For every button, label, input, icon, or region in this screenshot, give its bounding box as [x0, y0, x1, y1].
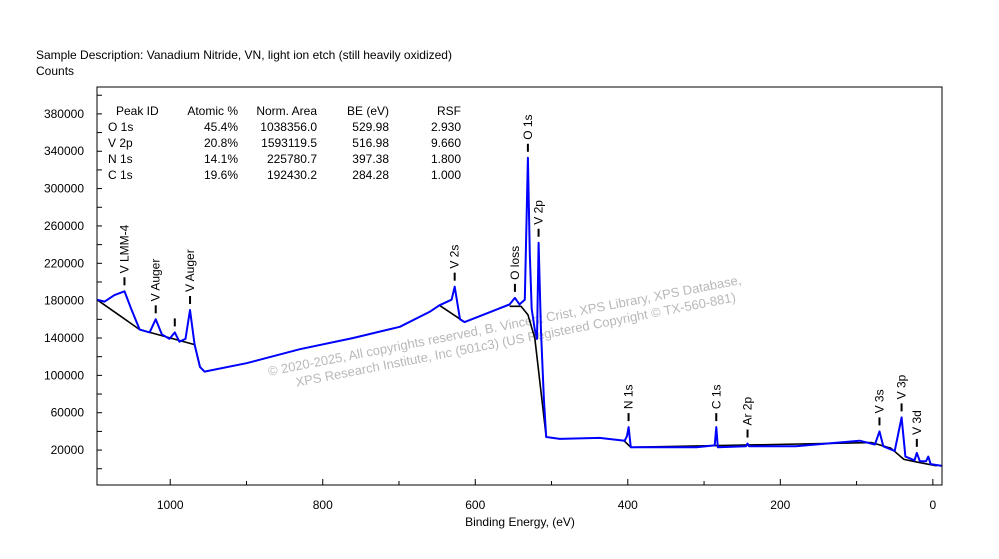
copyright-watermark: © 2020-2025, All copyrights reserved, B.…	[267, 272, 743, 390]
table-cell: 1593119.5	[261, 136, 317, 150]
y-tick-label: 340000	[44, 144, 84, 158]
peak-label: C 1s	[709, 384, 723, 409]
chart-title: Sample Description: Vanadium Nitride, VN…	[36, 48, 452, 62]
table-header: Norm. Area	[256, 104, 317, 118]
y-tick-label: 20000	[51, 443, 85, 457]
x-tick-label: 600	[465, 498, 485, 512]
peak-label: V 2p	[532, 200, 546, 225]
peak-label: V 3d	[910, 410, 924, 435]
plot-frame	[96, 86, 943, 486]
table-cell: 1.000	[431, 168, 461, 182]
y-axis-label: Counts	[36, 64, 74, 78]
table-cell: 529.98	[352, 120, 389, 134]
table-cell: 2.930	[431, 120, 461, 134]
table-header: Peak ID	[116, 104, 159, 118]
table-cell: 225780.7	[267, 152, 317, 166]
table-cell: 14.1%	[204, 152, 238, 166]
x-tick-label: 0	[930, 498, 937, 512]
table-cell: 1.800	[431, 152, 461, 166]
x-axis-label: Binding Energy, (eV)	[465, 515, 575, 529]
peak-label: V 3p	[895, 374, 909, 399]
peak-label: V LMM-4	[117, 224, 131, 273]
watermark-line-1: © 2020-2025, All copyrights reserved, B.…	[267, 272, 743, 379]
y-tick-label: 380000	[44, 107, 84, 121]
table-cell: 20.8%	[204, 136, 238, 150]
table-cell: 9.660	[431, 136, 461, 150]
peak-label: Ar 2p	[741, 397, 755, 426]
watermark-line-2: XPS Research Institute, Inc (501c3) (US …	[294, 290, 737, 390]
table-cell: 516.98	[352, 136, 389, 150]
table-cell: C 1s	[108, 168, 133, 182]
x-tick-label: 1000	[157, 498, 184, 512]
y-tick-label: 220000	[44, 256, 84, 270]
table-cell: 192430.2	[267, 168, 317, 182]
y-tick-label: 60000	[51, 406, 85, 420]
series-background-o	[509, 305, 547, 438]
table-cell: O 1s	[108, 120, 133, 134]
peak-label: V 3s	[872, 389, 886, 413]
peak-label: O 1s	[521, 114, 535, 139]
series-background	[96, 299, 201, 368]
x-tick-label: 400	[618, 498, 638, 512]
y-tick-label: 260000	[44, 219, 84, 233]
y-tick-label: 300000	[44, 182, 84, 196]
peak-label: O loss	[508, 246, 522, 280]
peak-label: V Auger	[149, 259, 163, 302]
peak-label: V Auger	[183, 249, 197, 292]
series-background-right	[623, 440, 937, 467]
peak-label: N 1s	[622, 384, 636, 409]
peak-label: V 2s	[448, 245, 462, 269]
table-cell: 45.4%	[204, 120, 238, 134]
x-tick-label: 800	[313, 498, 333, 512]
series-spectrum	[96, 156, 943, 467]
x-tick-label: 200	[770, 498, 790, 512]
y-tick-label: 140000	[44, 331, 84, 345]
y-tick-label: 100000	[44, 368, 84, 382]
table-cell: 1038356.0	[260, 120, 317, 134]
table-header: BE (eV)	[347, 104, 389, 118]
table-cell: 284.28	[352, 168, 389, 182]
y-tick-label: 180000	[44, 294, 84, 308]
table-cell: 397.38	[352, 152, 389, 166]
table-cell: N 1s	[108, 152, 133, 166]
table-cell: 19.6%	[204, 168, 238, 182]
table-header: Atomic %	[187, 104, 238, 118]
table-cell: V 2p	[108, 136, 133, 150]
table-header: RSF	[437, 104, 461, 118]
